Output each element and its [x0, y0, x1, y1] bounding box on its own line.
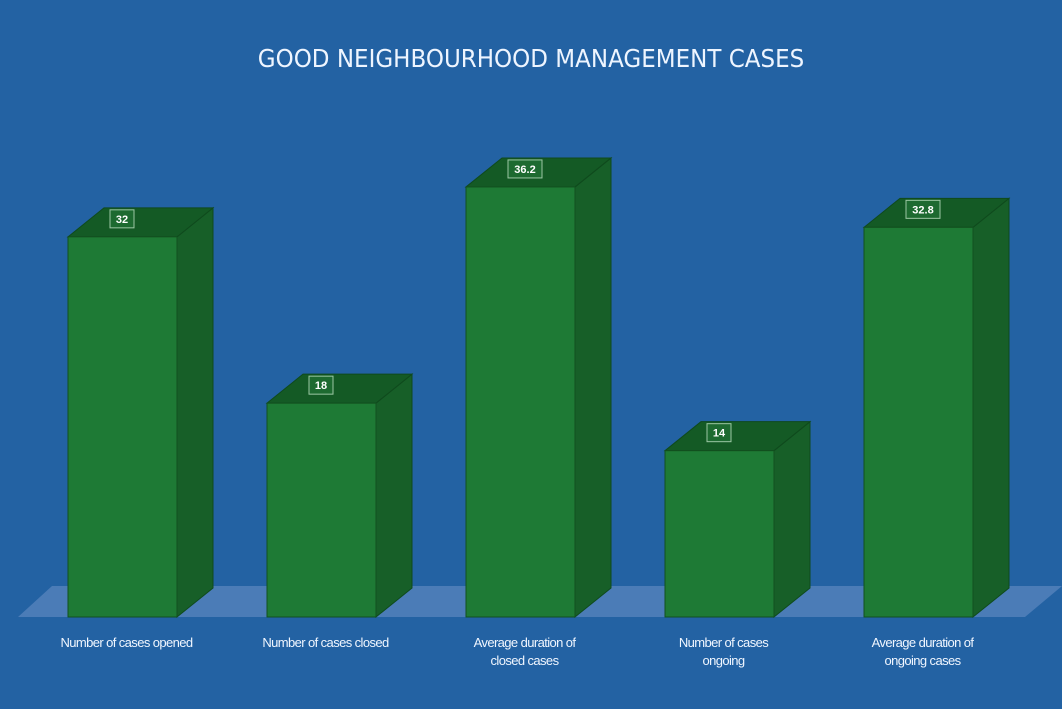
bar-side-face — [972, 197, 1010, 619]
category-label: Number of cases ongoing — [678, 635, 769, 668]
bar-front-face — [465, 186, 576, 618]
bar-side-face — [176, 206, 214, 619]
category-label: Average duration of closed cases — [473, 635, 576, 668]
value-label-box — [507, 159, 543, 179]
value-label: 14 — [713, 428, 726, 440]
category-label: Number of cases opened — [60, 635, 193, 650]
value-label: 32.8 — [912, 204, 933, 216]
bar-side-face — [574, 156, 612, 619]
value-label: 32 — [116, 214, 128, 226]
bar-side-face — [375, 373, 413, 619]
bar: 14 — [663, 420, 812, 619]
value-label-box — [905, 199, 941, 219]
bar-front-face — [664, 450, 775, 618]
chart-title: GOOD NEIGHBOURHOOD MANAGEMENT CASES — [257, 44, 805, 73]
bar-front-face — [863, 226, 974, 618]
category-label: Number of cases closed — [262, 635, 389, 650]
bar: 32.8 — [862, 197, 1011, 619]
value-label: 18 — [315, 380, 327, 392]
bar-front-face — [67, 236, 178, 618]
value-label-box — [308, 375, 334, 395]
bar: 18 — [265, 373, 414, 619]
category-label: Average duration of ongoing cases — [871, 635, 974, 668]
bar: 32 — [66, 206, 215, 619]
value-label: 36.2 — [514, 164, 535, 176]
bar-front-face — [266, 402, 377, 618]
value-label-box — [706, 423, 732, 443]
bar: 36.2 — [464, 156, 613, 619]
bar-side-face — [773, 420, 811, 619]
value-label-box — [109, 209, 135, 229]
